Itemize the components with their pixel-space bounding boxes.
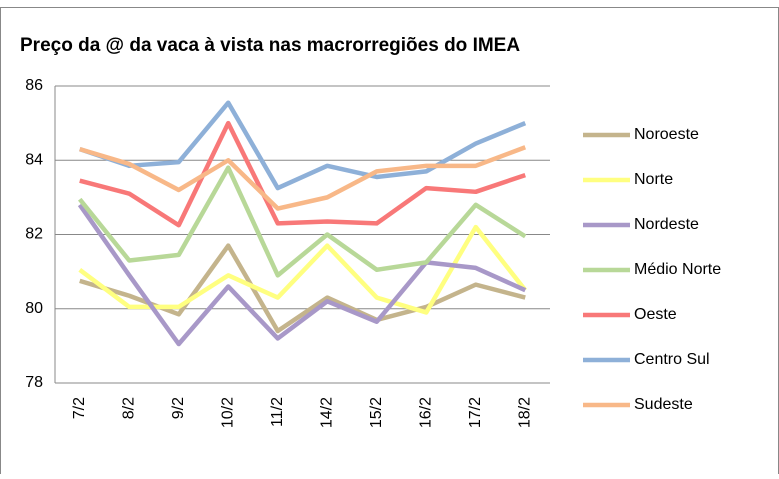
x-tick-label: 17/2: [467, 397, 484, 428]
x-tick-label: 18/2: [516, 397, 533, 428]
x-tick-label: 10/2: [219, 397, 236, 428]
series-line: [79, 100, 527, 191]
legend-label: Centro Sul: [634, 351, 710, 368]
chart-title: Preço da @ da vaca à vista nas macrorreg…: [20, 35, 520, 56]
legend-label: Norte: [634, 171, 673, 188]
legend-label: Noroeste: [634, 126, 699, 143]
x-tick-label: 16/2: [417, 397, 434, 428]
x-tick-label: 9/2: [170, 397, 187, 419]
x-tick-label: 14/2: [318, 397, 335, 428]
series-line: [79, 145, 527, 211]
x-tick-label: 7/2: [71, 397, 88, 419]
legend-label: Nordeste: [634, 216, 699, 233]
series-line: [77, 203, 527, 347]
y-tick-label: 80: [25, 300, 43, 317]
y-tick-label: 82: [25, 226, 43, 243]
series-line: [77, 165, 527, 278]
x-tick-label: 11/2: [269, 397, 286, 427]
y-tick-label: 86: [25, 77, 43, 94]
y-tick-label: 78: [25, 374, 43, 391]
legend-label: Sudeste: [634, 396, 693, 413]
x-tick-label: 8/2: [120, 397, 137, 419]
legend-label: Oeste: [634, 306, 677, 323]
y-tick-label: 84: [25, 151, 43, 168]
series-line: [79, 120, 526, 228]
legend-label: Médio Norte: [634, 261, 721, 278]
x-tick-label: 15/2: [368, 397, 385, 428]
